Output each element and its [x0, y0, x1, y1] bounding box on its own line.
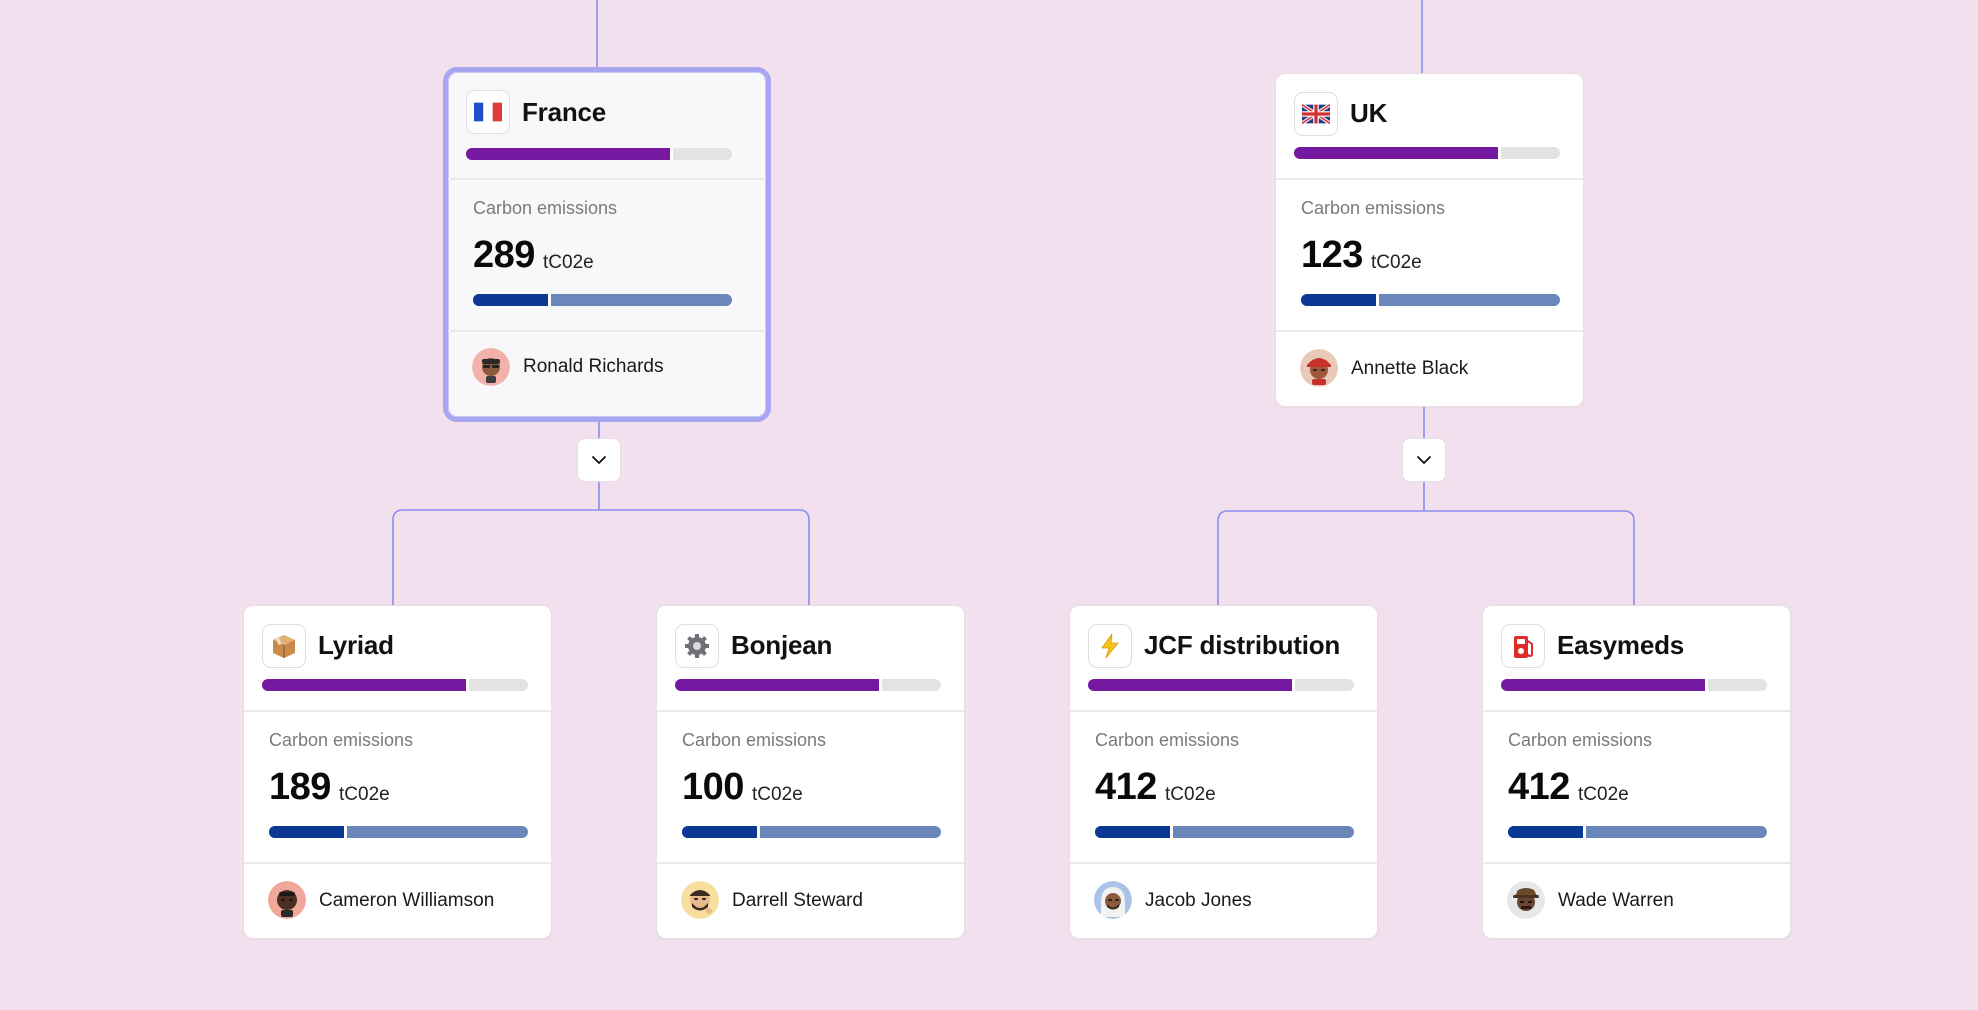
node-card-uk[interactable]: UK Carbon emissions 123 tC02e Annette Bl… — [1275, 73, 1584, 407]
node-card-easymeds[interactable]: Easymeds Carbon emissions 412 tC02e Wade… — [1482, 605, 1791, 939]
node-header: JCF distribution — [1070, 606, 1377, 710]
avatar — [472, 348, 510, 386]
split-fill — [1508, 826, 1586, 838]
avatar — [1094, 881, 1132, 919]
progress-fill — [262, 679, 470, 691]
metric-unit: tC02e — [1371, 252, 1422, 273]
owner-name: Wade Warren — [1558, 890, 1674, 911]
avatar — [1300, 349, 1338, 387]
node-metric: Carbon emissions 100 tC02e — [657, 710, 964, 864]
node-progress-bar — [1501, 679, 1767, 691]
metric-label: Carbon emissions — [1095, 730, 1240, 750]
metric-value: 100 — [682, 766, 744, 808]
emissions-split-bar — [269, 826, 528, 838]
split-fill — [1301, 294, 1379, 306]
metric-label: Carbon emissions — [682, 730, 827, 750]
progress-fill — [466, 148, 674, 160]
metric-label: Carbon emissions — [1301, 198, 1446, 218]
progress-fill — [1088, 679, 1296, 691]
split-fill — [682, 826, 760, 838]
avatar — [1507, 881, 1545, 919]
metric-label: Carbon emissions — [269, 730, 414, 750]
metric-unit: tC02e — [752, 784, 803, 805]
node-title: Easymeds — [1557, 630, 1685, 660]
node-metric: Carbon emissions 189 tC02e — [244, 710, 551, 864]
flag-france-icon — [466, 90, 510, 134]
expand-toggle-france[interactable] — [577, 438, 621, 482]
avatar — [268, 881, 306, 919]
node-metric: Carbon emissions 412 tC02e — [1483, 710, 1790, 864]
metric-label: Carbon emissions — [1508, 730, 1653, 750]
metric-unit: tC02e — [339, 784, 390, 805]
chevron-down-icon — [1417, 456, 1431, 464]
progress-fill — [1294, 147, 1502, 159]
node-card-bonjean[interactable]: Bonjean Carbon emissions 100 tC02e Darre… — [656, 605, 965, 939]
node-card-jcf-distribution[interactable]: JCF distribution Carbon emissions 412 tC… — [1069, 605, 1378, 939]
node-header: UK — [1276, 74, 1583, 178]
emissions-split-bar — [1301, 294, 1560, 306]
package-icon — [262, 624, 306, 668]
node-progress-bar — [1294, 147, 1560, 159]
split-fill — [473, 294, 551, 306]
node-title: Bonjean — [731, 630, 833, 660]
node-metric: Carbon emissions 412 tC02e — [1070, 710, 1377, 864]
metric-value: 123 — [1301, 234, 1363, 276]
avatar — [681, 881, 719, 919]
node-header: Lyriad — [244, 606, 551, 710]
node-owner[interactable]: Wade Warren — [1483, 862, 1790, 938]
node-progress-bar — [1088, 679, 1354, 691]
node-owner[interactable]: Annette Black — [1276, 330, 1583, 406]
emissions-split-bar — [1095, 826, 1354, 838]
owner-name: Jacob Jones — [1145, 890, 1252, 911]
owner-name: Annette Black — [1351, 358, 1469, 379]
fuel-pump-icon — [1501, 624, 1545, 668]
node-owner[interactable]: Jacob Jones — [1070, 862, 1377, 938]
node-title: France — [522, 97, 607, 127]
progress-fill — [1501, 679, 1709, 691]
owner-name: Darrell Steward — [732, 890, 863, 911]
connector-uk-children — [1217, 482, 1635, 606]
node-owner[interactable]: Darrell Steward — [657, 862, 964, 938]
node-progress-bar — [675, 679, 941, 691]
node-header: Easymeds — [1483, 606, 1790, 710]
node-header: Bonjean — [657, 606, 964, 710]
split-fill — [1095, 826, 1173, 838]
node-progress-bar — [466, 148, 732, 160]
metric-value: 189 — [269, 766, 331, 808]
lightning-icon — [1088, 624, 1132, 668]
owner-name: Ronald Richards — [523, 356, 664, 377]
node-owner[interactable]: Cameron Williamson — [244, 862, 551, 938]
connector-france-children — [392, 482, 810, 606]
node-owner[interactable]: Ronald Richards — [448, 330, 766, 408]
node-metric: Carbon emissions 123 tC02e — [1276, 178, 1583, 332]
node-header: France — [448, 72, 766, 174]
gear-icon — [675, 624, 719, 668]
metric-unit: tC02e — [1578, 784, 1629, 805]
node-title: Lyriad — [318, 630, 394, 660]
owner-name: Cameron Williamson — [319, 890, 495, 911]
chevron-down-icon — [592, 456, 606, 464]
emissions-split-bar — [1508, 826, 1767, 838]
expand-toggle-uk[interactable] — [1402, 438, 1446, 482]
progress-fill — [675, 679, 883, 691]
node-metric: Carbon emissions 289 tC02e — [448, 178, 766, 332]
node-card-france[interactable]: France Carbon emissions 289 tC02e Ronald… — [443, 67, 771, 422]
metric-unit: tC02e — [543, 252, 594, 273]
emissions-split-bar — [682, 826, 941, 838]
metric-unit: tC02e — [1165, 784, 1216, 805]
flag-uk-icon — [1294, 92, 1338, 136]
node-title: JCF distribution — [1144, 630, 1341, 660]
metric-value: 412 — [1508, 766, 1570, 808]
metric-value: 289 — [473, 234, 535, 276]
split-fill — [269, 826, 347, 838]
metric-value: 412 — [1095, 766, 1157, 808]
metric-label: Carbon emissions — [473, 198, 618, 218]
node-card-lyriad[interactable]: Lyriad Carbon emissions 189 tC02e Camero… — [243, 605, 552, 939]
emissions-split-bar — [473, 294, 732, 306]
node-progress-bar — [262, 679, 528, 691]
node-title: UK — [1350, 98, 1388, 128]
